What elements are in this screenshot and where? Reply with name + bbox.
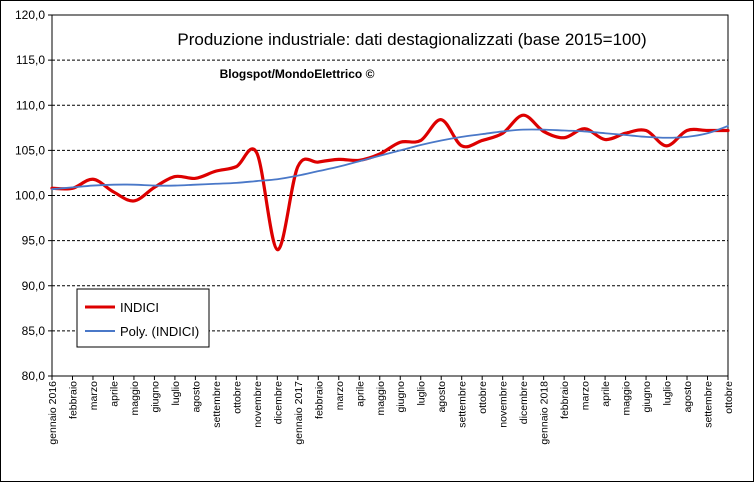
x-tick-label: gennaio 2018 (539, 381, 551, 445)
series-line-poly-indici (51, 125, 729, 191)
y-tick-label: 105,0 (15, 143, 45, 157)
y-tick-label: 120,0 (15, 8, 45, 22)
x-tick-label: aprile (108, 381, 120, 407)
x-tick-label: gennaio 2016 (47, 381, 59, 445)
x-tick-label: ottobre (231, 381, 243, 414)
x-tick-label: aprile (600, 381, 612, 407)
x-tick-label: dicembre (518, 381, 530, 424)
y-tick-label: 95,0 (22, 234, 46, 248)
grid-layer (51, 14, 729, 377)
legend-box (76, 288, 210, 348)
x-tick-label: febbraio (67, 381, 79, 419)
x-tick-label: novembre (498, 381, 510, 428)
x-tick-label: settembre (211, 381, 223, 428)
x-tick-label: aprile (354, 381, 366, 407)
y-tick-label: 85,0 (22, 324, 46, 338)
legend-label-poly: Poly. (INDICI) (120, 324, 199, 339)
x-tick-label: novembre (252, 381, 264, 428)
y-tick-label: 115,0 (16, 53, 45, 67)
x-tick-label: agosto (436, 381, 448, 413)
series-line-indici (50, 113, 730, 252)
y-tick-label: 110,0 (16, 98, 45, 112)
x-tick-label: giugno (641, 381, 653, 413)
legend: INDICI Poly. (INDICI) (76, 288, 210, 348)
x-tick-label: luglio (416, 381, 428, 406)
x-tick-label: settembre (457, 381, 469, 428)
x-tick-label: marzo (334, 381, 346, 410)
y-tick-label: 80,0 (22, 369, 46, 383)
x-tick-label: agosto (190, 381, 202, 413)
x-tick-label: marzo (88, 381, 100, 410)
legend-label-indici: INDICI (120, 300, 159, 315)
x-tick-label: febbraio (559, 381, 571, 419)
x-tick-label: maggio (375, 381, 387, 416)
x-tick-label: marzo (580, 381, 592, 410)
chart-watermark: Blogspot/MondoElettrico © (220, 67, 375, 81)
x-tick-label: settembre (703, 381, 715, 428)
chart-title: Produzione industriale: dati destagional… (177, 30, 646, 49)
x-tick-label: giugno (395, 381, 407, 413)
x-tick-label: giugno (149, 381, 161, 413)
x-tick-label: febbraio (313, 381, 325, 419)
x-tick-label: ottobre (477, 381, 489, 414)
x-tick-label: ottobre (723, 381, 735, 414)
x-tick-label: luglio (662, 381, 674, 406)
x-tick-label: agosto (682, 381, 694, 413)
y-tick-label: 100,0 (15, 189, 45, 203)
axis-layer: 80,0 85,0 90,0 95,0 100,0 105,0 110,0 115,0 120,… (15, 8, 735, 445)
x-tick-label: maggio (621, 381, 633, 416)
y-tick-label: 90,0 (22, 279, 46, 293)
x-tick-label: dicembre (272, 381, 284, 424)
x-tick-label: gennaio 2017 (293, 381, 305, 445)
x-tick-label: luglio (170, 381, 182, 406)
x-tick-label: maggio (129, 381, 141, 416)
series-layer (50, 113, 730, 252)
